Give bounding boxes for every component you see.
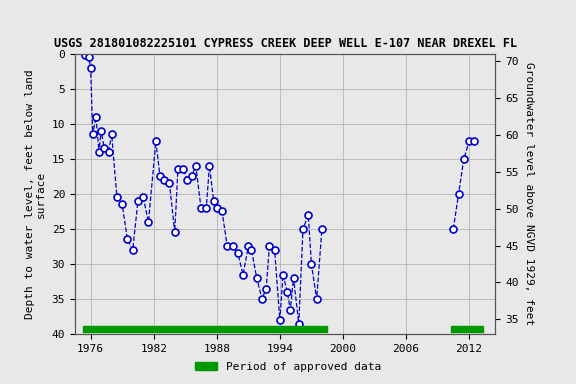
Bar — [451, 326, 483, 332]
Y-axis label: Groundwater level above NGVD 1929, feet: Groundwater level above NGVD 1929, feet — [524, 62, 534, 326]
Title: USGS 281801082225101 CYPRESS CREEK DEEP WELL E-107 NEAR DREXEL FL: USGS 281801082225101 CYPRESS CREEK DEEP … — [54, 37, 517, 50]
Legend: Period of approved data: Period of approved data — [191, 358, 385, 377]
Y-axis label: Depth to water level, feet below land
surface: Depth to water level, feet below land su… — [25, 69, 46, 319]
Bar — [84, 326, 327, 332]
